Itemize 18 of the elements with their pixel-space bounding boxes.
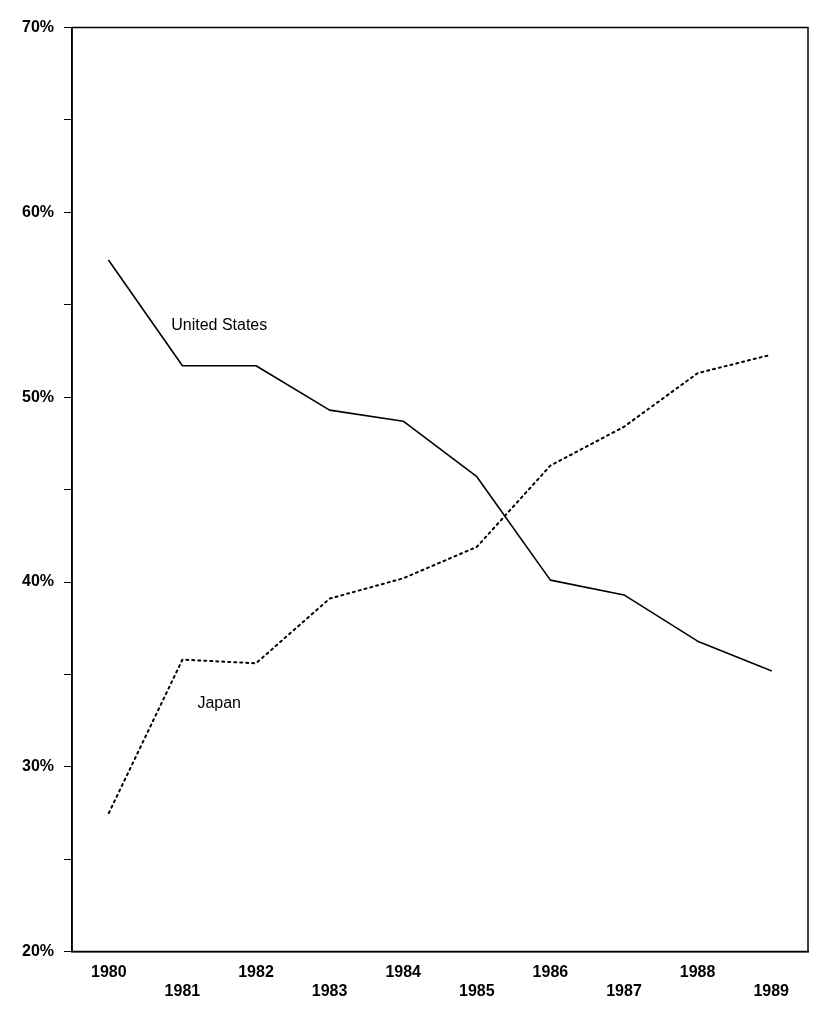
y-tick-label: 20% [21, 942, 55, 960]
x-tick-label: 1988 [679, 962, 716, 980]
x-tick-label: 1984 [385, 962, 422, 980]
y-tick-label: 30% [21, 757, 55, 775]
x-tick-label: 1987 [606, 981, 642, 999]
y-tick-label: 50% [21, 387, 55, 405]
x-tick-label: 1989 [753, 981, 790, 999]
x-tick-label: 1981 [164, 981, 201, 999]
x-tick-label: 1982 [238, 962, 274, 980]
x-tick-label: 1983 [311, 981, 348, 999]
x-tick-label: 1985 [459, 981, 495, 999]
y-tick-label: 70% [21, 18, 55, 36]
series-label: Japan [197, 693, 242, 711]
y-tick-label: 40% [21, 572, 55, 590]
x-tick-label: 1980 [91, 962, 127, 980]
x-tick-label: 1986 [532, 962, 569, 980]
series-label: United States [171, 316, 268, 334]
y-tick-label: 60% [21, 202, 55, 220]
